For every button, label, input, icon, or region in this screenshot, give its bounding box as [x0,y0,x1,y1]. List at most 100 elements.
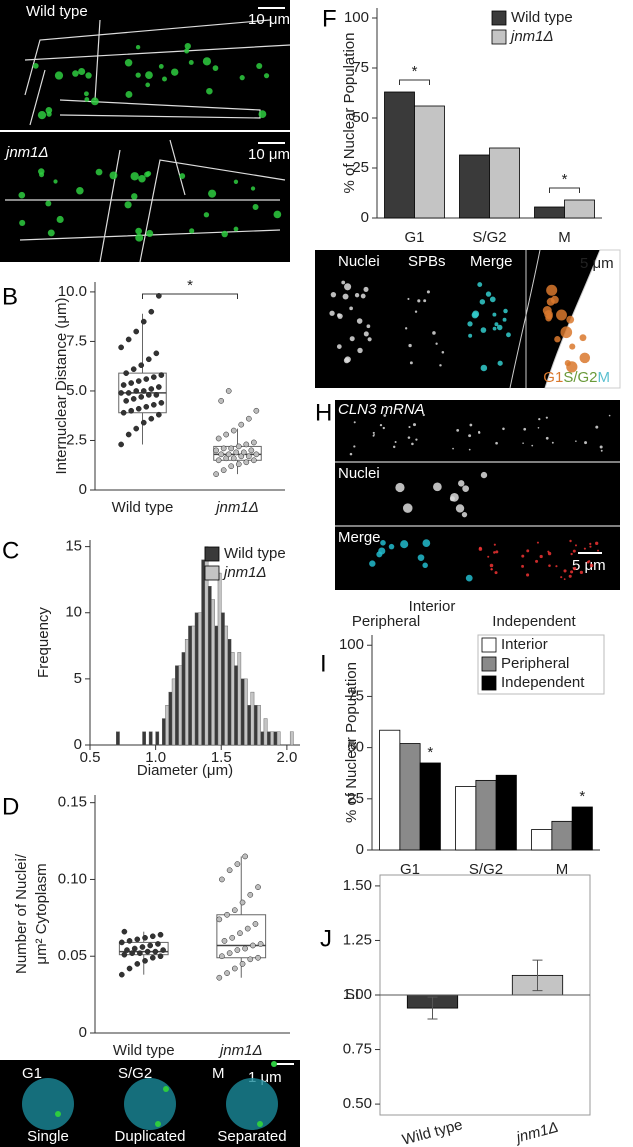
histogram-bar [178,665,183,746]
data-point [250,439,257,446]
data-point [247,956,254,963]
data-point [248,447,255,454]
fluorescence [452,447,454,450]
panel-letter: B [2,283,18,310]
fluorescence [589,542,592,545]
fluorescence [85,72,92,79]
data-point [235,461,242,468]
fluorescence [589,545,592,548]
y-tick-label: 25 [347,790,364,807]
bar [419,762,441,851]
fluorescence [395,482,405,493]
fluorescence [356,318,363,324]
data-point [123,398,130,404]
data-point [226,867,233,874]
fluorescence [542,306,552,316]
fluorescence [545,416,548,419]
panel-letter: H [315,399,332,426]
fluorescence [19,219,26,226]
data-point [215,435,222,442]
data-point [218,398,225,404]
data-point [218,451,225,458]
fluorescence [258,110,267,119]
data-point [142,934,148,941]
histogram-bar [234,665,238,746]
fluorescence [184,42,191,50]
data-point [243,459,250,466]
data-point [140,388,147,394]
histogram-bar [191,625,196,746]
data-point [149,933,156,940]
data-point [234,861,241,867]
error-bar [532,959,543,992]
data-point [149,954,156,961]
fluorescence [39,172,45,178]
fluorescence [521,554,525,558]
fluorescence [46,111,52,117]
x-tick-label: G1 [400,861,420,878]
legend-label: jnm1Δ [222,564,267,581]
data-point [135,405,142,412]
data-point [215,457,222,464]
data-point [231,907,238,914]
fluorescence [337,313,341,317]
y-tick-label: 0 [79,481,87,498]
fluorescence [109,171,118,180]
histogram-bar [175,665,179,746]
fluorescence [383,414,387,417]
data-point [242,945,248,952]
y-axis-label: % of Nuclear Population [343,662,360,823]
fluorescence [449,496,455,502]
y-tick-label: 100 [344,9,369,26]
fluorescence [47,229,55,237]
fluorescence [343,357,350,364]
fluorescence [555,565,558,568]
data-point [130,366,137,373]
histogram-bar [244,678,248,746]
row-label: CLN3 mRNA [338,401,425,418]
histogram-bar [142,731,146,746]
fluorescence [492,312,497,317]
y-tick-label: 25 [352,159,369,176]
histogram-bar [155,731,160,746]
fluorescence [538,417,541,421]
fluorescence [478,431,481,434]
y-tick-label: 100 [339,636,364,653]
fluorescence [469,423,473,427]
data-point [123,370,130,376]
histogram-bar [148,731,153,746]
x-tick-label: jnm1Δ [218,1042,263,1059]
fluorescence [502,427,505,431]
legend-label: Independent [501,674,585,691]
histogram-bar [161,718,166,746]
bar [455,786,477,851]
y-tick-label: 5.0 [66,382,87,399]
fluorescence [554,336,561,343]
data-point [128,407,135,414]
fluorescence [574,544,577,547]
fluorescence [497,360,503,366]
data-point [238,421,245,428]
fluorescence [83,91,89,97]
fluorescence [208,189,217,198]
data-point [137,950,143,957]
fluorescence [146,229,154,237]
fluorescence [461,511,468,518]
fluorescence [353,445,356,448]
scale-label: 10 μm [248,146,290,163]
data-point [155,293,162,299]
bar [414,105,445,219]
y-tick-label: 1.50 [343,877,372,894]
fluorescence [422,413,425,417]
y-tick-label: 0.10 [58,870,87,887]
fluorescence [349,336,355,342]
data-point [243,441,250,448]
fluorescence [521,564,524,568]
fluorescence [405,327,408,330]
fluorescence [506,332,511,338]
channel-label: SPBs [408,253,446,270]
panel-letter: F [322,5,337,32]
data-point [118,344,124,351]
fluorescence [407,436,411,439]
fluorescence [467,321,473,327]
